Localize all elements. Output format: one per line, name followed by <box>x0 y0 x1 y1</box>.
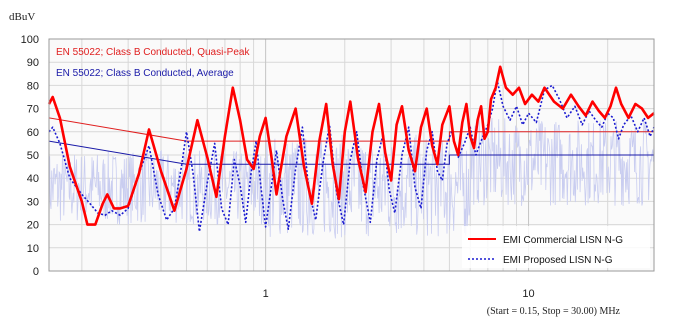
y-unit-label: dBuV <box>9 11 35 23</box>
quasi-peak-limit-label: EN 55022; Class B Conducted, Quasi-Peak <box>56 47 250 58</box>
y-tick-label: 100 <box>21 34 39 46</box>
proposed-lisn-trace <box>48 80 655 233</box>
y-tick-label: 40 <box>27 173 39 185</box>
plot-frame <box>48 38 655 272</box>
legend-label-commercial: EMI Commercial LISN N-G <box>503 235 623 246</box>
average-limit-line <box>48 140 654 165</box>
commercial-lisn-trace <box>47 65 655 226</box>
y-tick-label: 90 <box>27 57 39 69</box>
limit-annotations: EN 55022; Class B Conducted, Quasi-Peak E… <box>56 47 250 79</box>
y-tick-label: 60 <box>27 127 39 139</box>
y-tick-label: 10 <box>27 243 39 255</box>
y-tick-label: 20 <box>27 220 39 232</box>
x-tick-label: 10 <box>522 288 534 300</box>
y-tick-label: 70 <box>27 104 39 116</box>
limit-lines <box>48 117 654 165</box>
legend: EMI Commercial LISN N-G EMI Proposed LISN… <box>462 226 650 268</box>
quasi-peak-limit-line <box>48 117 654 142</box>
x-tick-label: 1 <box>263 288 269 300</box>
legend-label-proposed: EMI Proposed LISN N-G <box>503 255 613 266</box>
x-axis-label: (Start = 0.15, Stop = 30.00) MHz <box>487 306 621 317</box>
series-traces <box>47 65 655 233</box>
y-tick-label: 80 <box>27 80 39 92</box>
y-tick-label: 0 <box>33 266 39 278</box>
noise-trace <box>48 117 655 239</box>
noise-floor-trace <box>48 117 655 239</box>
average-limit-label: EN 55022; Class B Conducted, Average <box>56 68 234 79</box>
legend-box <box>462 226 650 268</box>
y-tick-label: 50 <box>27 150 39 162</box>
y-tick-label: 30 <box>27 196 39 208</box>
